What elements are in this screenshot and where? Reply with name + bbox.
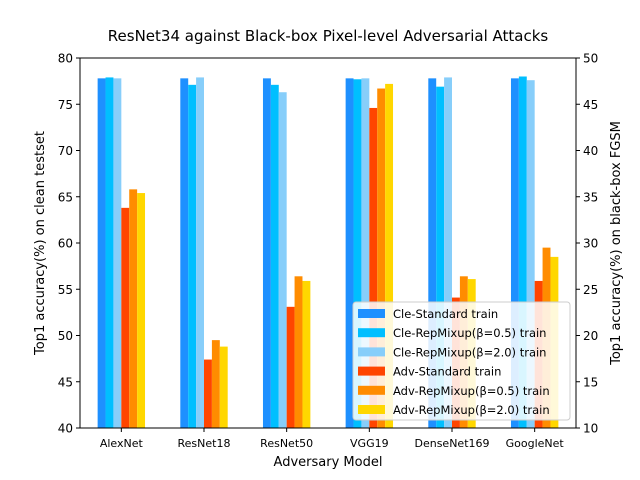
bar-resnet18-series-4 (204, 359, 212, 428)
legend-swatch (358, 405, 385, 414)
chart-title: ResNet34 against Black-box Pixel-level A… (108, 27, 549, 45)
y-axis-left-label: Top1 accuracy(%) on clean testset (33, 131, 48, 356)
left-axis: 40 45 50 55 60 65 70 75 80 (58, 52, 80, 436)
bar-alexnet-series-4 (121, 207, 130, 428)
bar-densenet169-series-3 (444, 77, 452, 429)
legend-box (352, 301, 571, 421)
bar-resnet18-series-1 (180, 78, 189, 428)
right-tick-label: 50 (583, 52, 598, 66)
bar-googlenet-series-1 (510, 78, 519, 428)
bar-vgg19-series-5 (377, 88, 386, 429)
left-tick-label: 75 (58, 98, 73, 112)
right-tick-label: 20 (583, 329, 598, 343)
left-tick-label: 40 (58, 422, 73, 436)
right-tick-label: 30 (583, 237, 598, 251)
bar-googlenet-series-3 (526, 80, 535, 428)
legend-label: Adv-RepMixup(β=0.5) train (393, 384, 550, 398)
bar-vgg19-series-4 (369, 107, 378, 428)
bar-alexnet-series-3 (113, 78, 122, 428)
left-tick-label: 50 (58, 329, 73, 343)
bar-resnet50-series-1 (262, 78, 271, 428)
bar-alexnet-series-5 (129, 189, 138, 428)
bar-densenet169-series-1 (428, 78, 437, 428)
legend-swatch (358, 328, 385, 338)
bar-resnet18-series-6 (219, 346, 228, 428)
legend: Cle-Standard train Cle-RepMixup(β=0.5) tr… (352, 301, 571, 421)
right-tick-label: 10 (583, 422, 598, 436)
x-tick-label: VGG19 (350, 437, 389, 450)
left-tick-label: 70 (58, 144, 73, 158)
left-tick-label: 80 (58, 52, 73, 66)
right-tick-label: 15 (583, 375, 598, 389)
bar-alexnet-series-2 (105, 77, 114, 429)
right-tick-label: 35 (583, 190, 598, 204)
left-tick-label: 65 (58, 190, 73, 204)
left-tick-label: 60 (58, 237, 73, 251)
bar-vgg19-series-1 (345, 78, 354, 428)
left-tick-label: 55 (58, 283, 73, 297)
x-tick-label: ResNet18 (178, 437, 231, 450)
bar-vgg19-series-6 (385, 83, 394, 429)
right-axis: 10 15 20 25 30 35 40 45 50 (576, 52, 598, 436)
bar-resnet50-series-6 (302, 280, 311, 428)
bar-resnet18-series-2 (188, 84, 197, 428)
bar-googlenet-series-2 (518, 76, 527, 428)
bar-densenet169-series-2 (436, 86, 445, 429)
legend-label: Adv-RepMixup(β=2.0) train (393, 403, 550, 417)
right-tick-label: 45 (583, 98, 598, 112)
bar-resnet50-series-3 (278, 92, 287, 428)
legend-label: Adv-Standard train (393, 365, 501, 379)
legend-swatch (358, 366, 385, 376)
right-tick-label: 25 (583, 283, 598, 297)
right-tick-label: 40 (583, 144, 598, 158)
bar-resnet50-series-2 (270, 84, 279, 428)
bar-resnet50-series-4 (286, 306, 295, 428)
left-tick-label: 45 (58, 375, 73, 389)
bar-alexnet-series-6 (137, 193, 146, 428)
bar-vgg19-series-2 (353, 79, 362, 429)
y-axis-right-label: Top1 accuracy(%) on black-box FGSM (609, 121, 624, 366)
bar-vgg19-series-3 (361, 78, 370, 428)
x-tick-label: ResNet50 (260, 437, 313, 450)
x-axis: AlexNet ResNet18 ResNet50 VGG19 DenseNet169 G… (100, 428, 565, 450)
bar-resnet50-series-5 (294, 276, 303, 428)
bar-resnet18-series-5 (211, 340, 220, 429)
bar-alexnet-series-1 (97, 78, 106, 428)
legend-swatch (358, 385, 385, 395)
legend-label: Cle-RepMixup(β=2.0) train (393, 345, 546, 359)
bars-group (97, 76, 559, 429)
x-tick-label: AlexNet (100, 437, 144, 450)
x-axis-label: Adversary Model (274, 455, 383, 470)
legend-swatch (358, 309, 385, 318)
legend-label: Cle-RepMixup(β=0.5) train (393, 326, 546, 340)
bar-resnet18-series-3 (196, 77, 204, 429)
x-tick-label: GoogleNet (506, 437, 565, 450)
legend-swatch (358, 347, 385, 357)
x-tick-label: DenseNet169 (414, 437, 489, 450)
legend-label: Cle-Standard train (393, 307, 498, 321)
